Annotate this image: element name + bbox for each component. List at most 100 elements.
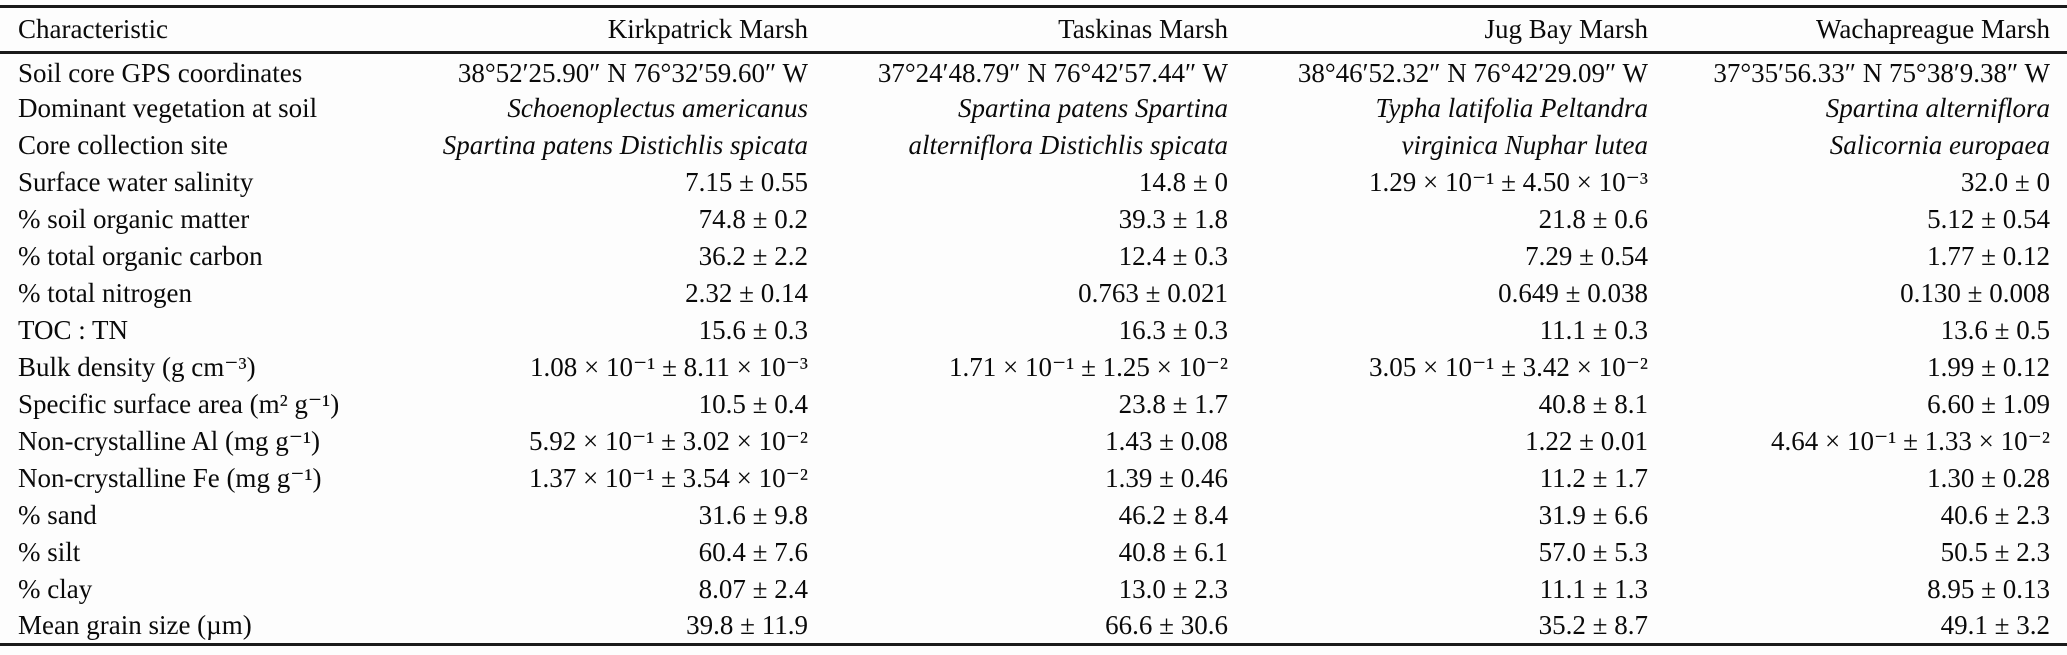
cell-value: 1.30 ± 0.28 [1927, 462, 2050, 493]
cell-value: 21.8 ± 0.6 [1538, 203, 1648, 234]
cell-value: 38°46′52.32″ N 76°42′29.09″ W [1297, 58, 1648, 89]
cell-value: virginica Nuphar lutea [1401, 129, 1648, 160]
cell-value: 7.15 ± 0.55 [685, 166, 808, 197]
row-label: % silt [18, 536, 81, 567]
table-row-gps-coordinates: Soil core GPS coordinates 38°52′25.90″ N… [0, 53, 2067, 90]
row-label: Specific surface area (m² g⁻¹) [18, 388, 340, 419]
cell-value: 37°35′56.33″ N 75°38′9.38″ W [1713, 58, 2050, 89]
cell-value: 13.0 ± 2.3 [1118, 573, 1228, 604]
cell-value: 1.99 ± 0.12 [1927, 351, 2050, 382]
cell-value: 1.37 × 10⁻¹ ± 3.54 × 10⁻² [529, 462, 808, 493]
cell-value: 1.77 ± 0.12 [1927, 240, 2050, 271]
cell-value: 35.2 ± 8.7 [1538, 609, 1648, 640]
row-label: TOC : TN [18, 314, 129, 345]
row-label: Non-crystalline Fe (mg g⁻¹) [18, 462, 322, 493]
table-row-bulk-density: Bulk density (g cm⁻³) 1.08 × 10⁻¹ ± 8.11… [0, 349, 2067, 386]
col-header-wachapreague-marsh: Wachapreague Marsh [1816, 14, 2050, 44]
cell-value: 8.95 ± 0.13 [1927, 573, 2050, 604]
cell-value: Typha latifolia Peltandra [1375, 92, 1649, 123]
cell-value: 1.29 × 10⁻¹ ± 4.50 × 10⁻³ [1369, 166, 1648, 197]
table-row-sand: % sand 31.6 ± 9.8 46.2 ± 8.4 31.9 ± 6.6 … [0, 497, 2067, 534]
cell-value: 1.71 × 10⁻¹ ± 1.25 × 10⁻² [949, 351, 1228, 382]
cell-value: 31.6 ± 9.8 [698, 499, 808, 530]
cell-value: 1.43 ± 0.08 [1105, 425, 1228, 456]
cell-value: 74.8 ± 0.2 [698, 203, 808, 234]
row-label: Soil core GPS coordinates [18, 58, 303, 89]
row-label: % total organic carbon [18, 240, 263, 271]
row-label: % sand [18, 499, 97, 530]
cell-value: 36.2 ± 2.2 [698, 240, 808, 271]
cell-value: 12.4 ± 0.3 [1118, 240, 1228, 271]
cell-value: 60.4 ± 7.6 [698, 536, 808, 567]
cell-value: 10.5 ± 0.4 [698, 388, 808, 419]
cell-value: 5.92 × 10⁻¹ ± 3.02 × 10⁻² [529, 425, 808, 456]
cell-value: 5.12 ± 0.54 [1927, 203, 2050, 234]
cell-value: 50.5 ± 2.3 [1940, 536, 2050, 567]
cell-value: 57.0 ± 5.3 [1538, 536, 1648, 567]
table-row-mean-grain-size: Mean grain size (µm) 39.8 ± 11.9 66.6 ± … [0, 608, 2067, 645]
row-label: Surface water salinity [18, 166, 254, 197]
table-row-non-crystalline-fe: Non-crystalline Fe (mg g⁻¹) 1.37 × 10⁻¹ … [0, 460, 2067, 497]
table-row-soil-organic-matter: % soil organic matter 74.8 ± 0.2 39.3 ± … [0, 201, 2067, 238]
cell-value: 16.3 ± 0.3 [1118, 314, 1228, 345]
cell-value: Spartina patens Spartina [957, 92, 1228, 123]
cell-value: 6.60 ± 1.09 [1927, 388, 2050, 419]
col-header-jug-bay-marsh: Jug Bay Marsh [1484, 14, 1649, 44]
table-row-dominant-vegetation-line2: Core collection site Spartina patens Dis… [0, 127, 2067, 164]
col-header-kirkpatrick-marsh: Kirkpatrick Marsh [607, 14, 808, 44]
cell-value: 1.22 ± 0.01 [1525, 425, 1648, 456]
col-header-taskinas-marsh: Taskinas Marsh [1058, 14, 1228, 44]
cell-value: 40.6 ± 2.3 [1940, 499, 2050, 530]
cell-value: 66.6 ± 30.6 [1105, 609, 1228, 640]
cell-value: 4.64 × 10⁻¹ ± 1.33 × 10⁻² [1771, 425, 2050, 456]
row-label: % total nitrogen [18, 277, 192, 308]
table-row-specific-surface-area: Specific surface area (m² g⁻¹) 10.5 ± 0.… [0, 386, 2067, 423]
cell-value: 11.1 ± 0.3 [1539, 314, 1648, 345]
table-row-non-crystalline-al: Non-crystalline Al (mg g⁻¹) 5.92 × 10⁻¹ … [0, 423, 2067, 460]
cell-value: Spartina patens Distichlis spicata [442, 129, 808, 160]
marsh-characteristics-table: Characteristic Kirkpatrick Marsh Taskina… [0, 5, 2067, 646]
cell-value: 8.07 ± 2.4 [698, 573, 808, 604]
col-header-characteristic: Characteristic [18, 14, 168, 44]
table-row-dominant-vegetation-line1: Dominant vegetation at soil Schoenoplect… [0, 90, 2067, 127]
cell-value: 39.8 ± 11.9 [686, 609, 808, 640]
cell-value: 3.05 × 10⁻¹ ± 3.42 × 10⁻² [1369, 351, 1648, 382]
cell-value: 0.763 ± 0.021 [1078, 277, 1228, 308]
cell-value: 15.6 ± 0.3 [698, 314, 808, 345]
cell-value: Schoenoplectus americanus [507, 92, 808, 123]
cell-value: Spartina alterniflora [1825, 92, 2050, 123]
cell-value: 7.29 ± 0.54 [1525, 240, 1648, 271]
cell-value: Salicornia europaea [1829, 129, 2050, 160]
table-row-clay: % clay 8.07 ± 2.4 13.0 ± 2.3 11.1 ± 1.3 … [0, 571, 2067, 608]
row-label: % clay [18, 573, 93, 604]
cell-value: alterniflora Distichlis spicata [908, 129, 1228, 160]
cell-value: 46.2 ± 8.4 [1118, 499, 1228, 530]
header-row: Characteristic Kirkpatrick Marsh Taskina… [0, 6, 2067, 53]
cell-value: 11.2 ± 1.7 [1539, 462, 1648, 493]
cell-value: 1.39 ± 0.46 [1105, 462, 1228, 493]
cell-value: 11.1 ± 1.3 [1539, 573, 1648, 604]
row-label: Mean grain size (µm) [18, 609, 252, 640]
table-row-surface-water-salinity: Surface water salinity 7.15 ± 0.55 14.8 … [0, 164, 2067, 201]
cell-value: 39.3 ± 1.8 [1118, 203, 1228, 234]
cell-value: 23.8 ± 1.7 [1118, 388, 1228, 419]
cell-value: 37°24′48.79″ N 76°42′57.44″ W [877, 58, 1228, 89]
row-label: % soil organic matter [18, 203, 250, 234]
table-row-total-nitrogen: % total nitrogen 2.32 ± 0.14 0.763 ± 0.0… [0, 275, 2067, 312]
cell-value: 13.6 ± 0.5 [1940, 314, 2050, 345]
row-label: Core collection site [18, 129, 228, 160]
table-row-silt: % silt 60.4 ± 7.6 40.8 ± 6.1 57.0 ± 5.3 … [0, 534, 2067, 571]
cell-value: 49.1 ± 3.2 [1940, 609, 2050, 640]
row-label: Non-crystalline Al (mg g⁻¹) [18, 425, 321, 456]
cell-value: 32.0 ± 0 [1960, 166, 2050, 197]
cell-value: 31.9 ± 6.6 [1538, 499, 1648, 530]
cell-value: 0.130 ± 0.008 [1900, 277, 2050, 308]
row-label: Bulk density (g cm⁻³) [18, 351, 256, 382]
cell-value: 40.8 ± 6.1 [1118, 536, 1228, 567]
row-label: Dominant vegetation at soil [18, 92, 318, 123]
cell-value: 2.32 ± 0.14 [685, 277, 808, 308]
cell-value: 38°52′25.90″ N 76°32′59.60″ W [457, 58, 808, 89]
cell-value: 0.649 ± 0.038 [1498, 277, 1648, 308]
table-row-toc-tn: TOC : TN 15.6 ± 0.3 16.3 ± 0.3 11.1 ± 0.… [0, 312, 2067, 349]
